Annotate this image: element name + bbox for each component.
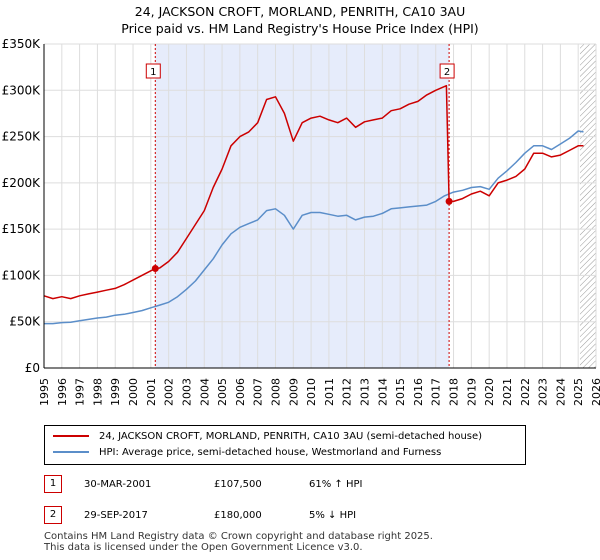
- transaction-price: £107,500: [214, 479, 262, 490]
- property-series-line: [43, 84, 584, 300]
- sale-marker-label: 1: [150, 67, 156, 78]
- x-tick-label: 1997: [74, 378, 87, 406]
- transaction-hpi-change: 5% ↓ HPI: [309, 510, 357, 521]
- x-tick-label: 2005: [216, 378, 229, 406]
- x-tick-label: 2001: [145, 378, 158, 406]
- x-tick-label: 1998: [91, 378, 104, 406]
- x-tick-label: 2013: [359, 378, 372, 406]
- transaction-price: £180,000: [214, 510, 262, 521]
- x-tick-label: 2010: [305, 378, 318, 406]
- x-tick-label: 2012: [341, 378, 354, 406]
- chart-subtitle: Price paid vs. HM Land Registry's House …: [121, 21, 479, 36]
- y-tick-label: £100K: [2, 268, 42, 282]
- y-tick-label: £200K: [2, 176, 42, 190]
- y-tick-label: £0: [25, 361, 40, 375]
- y-tick-label: £250K: [2, 130, 42, 144]
- x-tick-label: 2019: [465, 378, 478, 406]
- sale-marker-label: 2: [444, 67, 450, 78]
- x-tick-label: 2002: [163, 378, 176, 406]
- forecast-hatch: [579, 44, 596, 368]
- transaction-hpi-change: 61% ↑ HPI: [309, 479, 363, 490]
- hpi-series-line: [44, 130, 584, 325]
- legend-item-property: 24, JACKSON CROFT, MORLAND, PENRITH, CA1…: [53, 431, 482, 442]
- y-tick-label: £350K: [2, 37, 42, 51]
- x-tick-label: 2008: [269, 378, 282, 406]
- x-tick-label: 2015: [394, 378, 407, 406]
- x-tick-label: 1996: [56, 378, 69, 406]
- transaction-number: 1: [44, 475, 62, 493]
- sale-point: [151, 264, 159, 272]
- footer-licence: This data is licensed under the Open Gov…: [44, 542, 363, 553]
- x-tick-label: 2020: [483, 378, 496, 406]
- x-tick-label: 2003: [180, 378, 193, 406]
- sale-marker-box: [439, 63, 455, 79]
- y-tick-label: £150K: [2, 222, 42, 236]
- x-tick-label: 2011: [323, 378, 336, 406]
- x-tick-label: 1999: [109, 378, 122, 406]
- ownership-shade: [155, 44, 450, 368]
- x-tick-label: 2022: [519, 378, 532, 406]
- x-tick-label: 2026: [590, 378, 600, 406]
- chart-title: 24, JACKSON CROFT, MORLAND, PENRITH, CA1…: [134, 4, 466, 19]
- x-tick-label: 2006: [234, 378, 247, 406]
- legend-label-hpi: HPI: Average price, semi-detached house,…: [99, 447, 442, 458]
- legend: 24, JACKSON CROFT, MORLAND, PENRITH, CA1…: [44, 425, 526, 465]
- legend-item-hpi: HPI: Average price, semi-detached house,…: [53, 447, 441, 458]
- x-tick-label: 2004: [198, 378, 211, 406]
- transaction-date: 30-MAR-2001: [84, 479, 152, 490]
- transaction-number: 2: [44, 506, 62, 524]
- x-tick-label: 2024: [554, 378, 567, 406]
- x-tick-label: 2014: [376, 378, 389, 406]
- x-tick-label: 1995: [38, 378, 51, 406]
- x-tick-label: 2025: [572, 378, 585, 406]
- x-tick-label: 2021: [501, 378, 514, 406]
- x-tick-label: 2018: [448, 378, 461, 406]
- x-tick-label: 2000: [127, 378, 140, 406]
- footer: Contains HM Land Registry data © Crown c…: [44, 531, 433, 553]
- transaction-date: 29-SEP-2017: [84, 510, 148, 521]
- x-tick-label: 2007: [252, 378, 265, 406]
- x-tick-label: 2009: [287, 378, 300, 406]
- x-tick-label: 2023: [537, 378, 550, 406]
- legend-label-property: 24, JACKSON CROFT, MORLAND, PENRITH, CA1…: [99, 431, 483, 442]
- property-line-swatch: [53, 435, 89, 437]
- x-tick-label: 2017: [430, 378, 443, 406]
- hpi-line-swatch: [53, 451, 89, 453]
- footer-copyright: Contains HM Land Registry data © Crown c…: [44, 531, 433, 542]
- sale-point: [445, 197, 453, 205]
- y-tick-label: £50K: [9, 315, 41, 329]
- x-tick-label: 2016: [412, 378, 425, 406]
- y-tick-label: £300K: [2, 83, 42, 97]
- sale-marker-box: [145, 63, 161, 79]
- price-chart: £0 £50K £100K £150K £200K £250K £300K £350K 1995…: [2, 37, 600, 406]
